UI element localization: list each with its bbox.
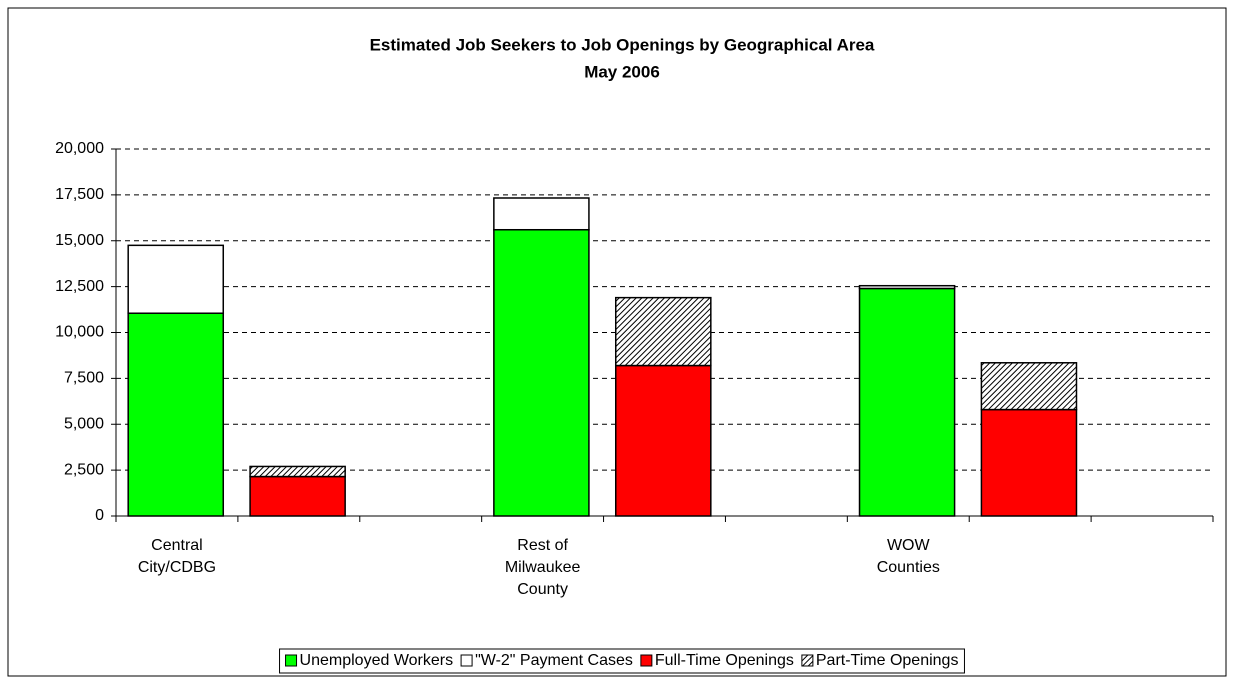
x-tick-label: WOW Counties [876,537,940,576]
y-tick-label: 15,000 [55,232,104,249]
legend-swatch [460,654,473,667]
bar-segment [614,296,712,367]
legend-label: Full-Time Openings [655,652,794,669]
bar-segment [249,465,346,478]
bar-segment [614,364,712,517]
bar-segment [980,362,1078,411]
bar-segment [249,475,346,517]
x-tick-label: Central City/CDBG [137,537,217,576]
chart-title: Estimated Job Seekers to Job Openings by… [370,35,875,54]
bar-segment [127,312,225,517]
y-tick-label: 2,500 [64,461,104,478]
y-tick-label: 17,500 [55,186,104,203]
legend: Unemployed Workers "W-2" Payment Cases Ful… [279,648,965,674]
legend-label: "W-2" Payment Cases [475,652,633,669]
y-tick-label: 5,000 [64,415,104,432]
chart-subtitle: May 2006 [584,62,660,81]
legend-swatch [285,654,298,667]
x-tick-label: Rest of Milwaukee County [504,537,581,598]
bar-segment [858,284,956,290]
legend-swatch [640,654,653,667]
bar-segment [493,228,590,517]
legend-swatch [801,654,814,667]
y-tick-label: 7,500 [64,370,104,387]
bar-segment [980,408,1078,517]
bar-segment [127,244,225,314]
legend-label: Part-Time Openings [816,652,959,669]
bar-segment [493,197,590,231]
y-tick-label: 0 [95,507,104,524]
bar-segment [858,287,956,517]
legend-label: Unemployed Workers [300,652,454,669]
y-tick-label: 20,000 [55,140,104,157]
legend-box [279,648,965,674]
y-tick-label: 12,500 [55,278,104,295]
y-tick-label: 10,000 [55,324,104,341]
